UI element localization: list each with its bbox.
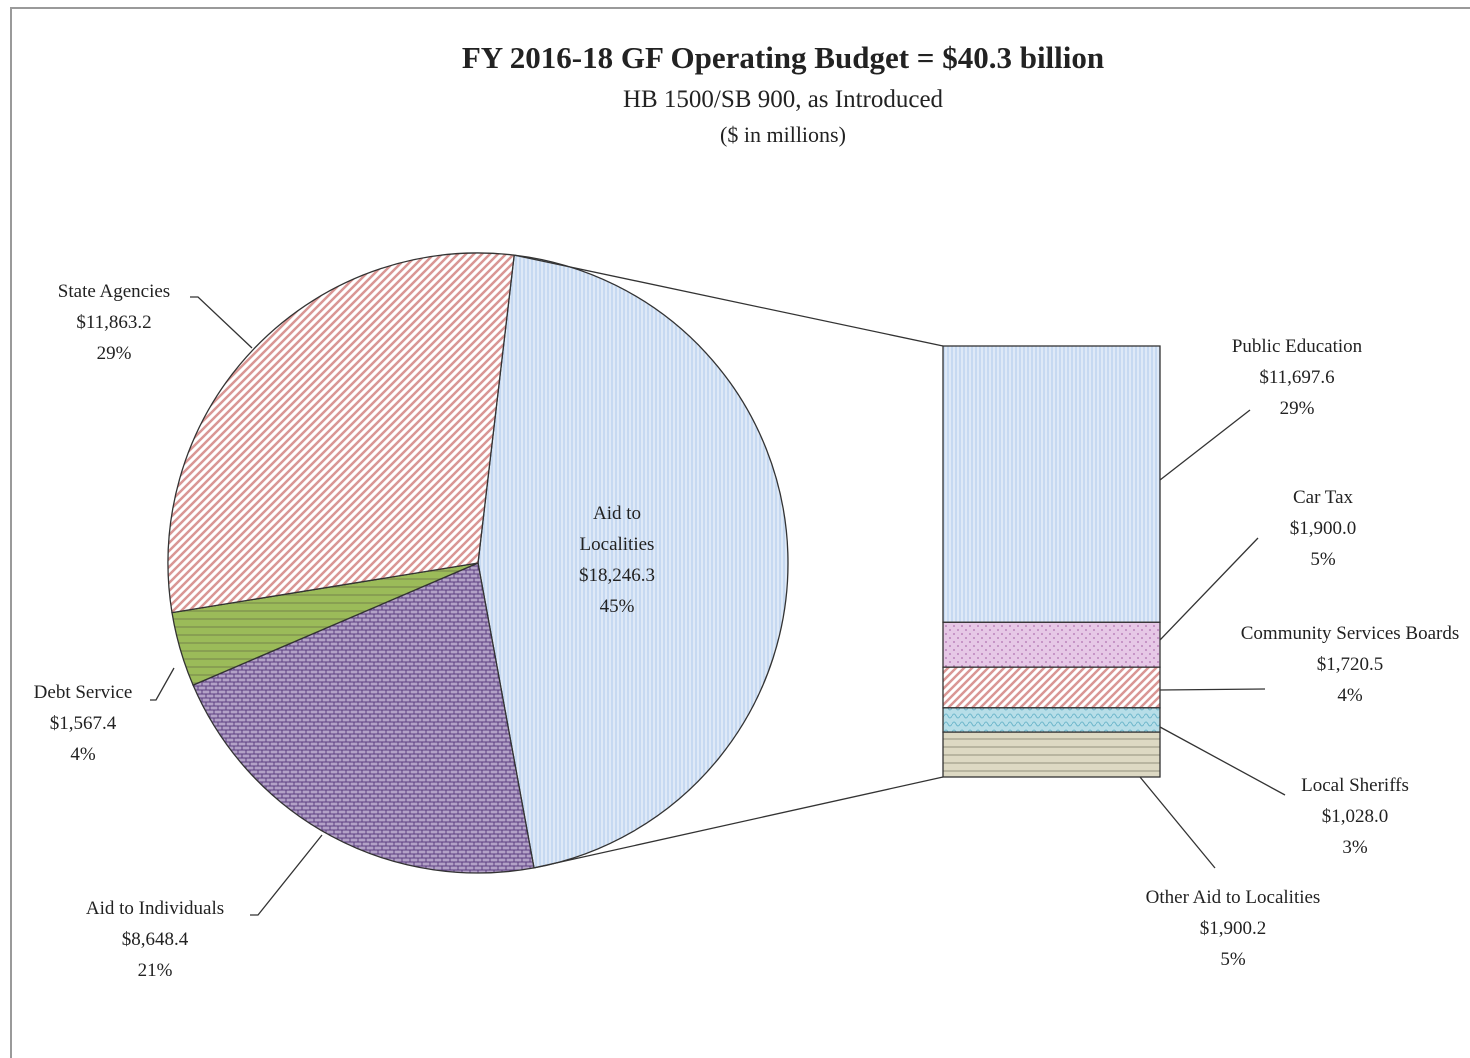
category-label: Car Tax bbox=[1292, 487, 1354, 508]
category-label: Aid to Localities bbox=[579, 503, 655, 555]
percent-label: 29% bbox=[96, 343, 132, 364]
value-label: $1,028.0 bbox=[1321, 806, 1389, 827]
percent-label: 45% bbox=[599, 596, 635, 617]
percent-label: 21% bbox=[137, 960, 173, 981]
category-label: Debt Service bbox=[33, 682, 133, 703]
chart-subtitle: HB 1500/SB 900, as Introduced bbox=[622, 86, 944, 113]
percent-label: 4% bbox=[1337, 685, 1363, 706]
value-label: $8,648.4 bbox=[121, 929, 189, 950]
value-label: $18,246.3 bbox=[579, 565, 655, 586]
connector bbox=[514, 254, 944, 347]
data-label: Car Tax $1,900.0 5% bbox=[1223, 482, 1423, 575]
value-label: $1,720.5 bbox=[1316, 654, 1384, 675]
category-label: Local Sheriffs bbox=[1301, 775, 1409, 796]
data-label: Community Services Boards $1,720.5 4% bbox=[1235, 618, 1465, 711]
leader-line bbox=[250, 834, 323, 916]
leader-line bbox=[190, 296, 253, 349]
leader-line bbox=[1159, 537, 1259, 641]
data-label: State Agencies $11,863.2 29% bbox=[24, 276, 204, 369]
percent-label: 5% bbox=[1310, 549, 1336, 570]
data-label: Public Education $11,697.6 29% bbox=[1187, 331, 1407, 424]
value-label: $1,567.4 bbox=[49, 713, 117, 734]
chart-title: FY 2016-18 GF Operating Budget = $40.3 b… bbox=[461, 40, 1105, 75]
frame bbox=[10, 7, 1470, 1058]
data-label: Local Sheriffs $1,028.0 3% bbox=[1255, 770, 1455, 863]
unit-note: ($ in millions) bbox=[720, 122, 846, 147]
pie-slice bbox=[192, 562, 535, 874]
category-label: Community Services Boards bbox=[1240, 623, 1460, 644]
bar-segment bbox=[942, 345, 1161, 623]
data-label: Aid to Localities $18,246.3 45% bbox=[557, 498, 677, 622]
value-label: $11,863.2 bbox=[76, 312, 152, 333]
connector bbox=[533, 776, 944, 869]
percent-label: 5% bbox=[1220, 949, 1246, 970]
percent-label: 3% bbox=[1342, 837, 1368, 858]
percent-label: 4% bbox=[70, 744, 96, 765]
category-label: Aid to Individuals bbox=[85, 898, 225, 919]
bar-segment bbox=[942, 731, 1161, 778]
category-label: State Agencies bbox=[57, 281, 171, 302]
bar-segment bbox=[942, 666, 1161, 709]
pie-slice bbox=[477, 254, 789, 869]
data-label: Aid to Individuals $8,648.4 21% bbox=[45, 893, 265, 986]
leader-line bbox=[1159, 409, 1251, 481]
bar-segment bbox=[942, 707, 1161, 733]
data-label: Debt Service $1,567.4 4% bbox=[8, 677, 158, 770]
bar-segment bbox=[942, 621, 1161, 668]
percent-label: 29% bbox=[1279, 398, 1315, 419]
pie-slice bbox=[167, 252, 515, 614]
leader-line bbox=[1139, 776, 1216, 869]
leader-line bbox=[150, 667, 175, 701]
value-label: $1,900.2 bbox=[1199, 918, 1267, 939]
category-label: Public Education bbox=[1231, 336, 1363, 357]
data-label: Other Aid to Localities $1,900.2 5% bbox=[1098, 882, 1368, 975]
leader-line bbox=[1159, 688, 1266, 691]
value-label: $1,900.0 bbox=[1289, 518, 1357, 539]
category-label: Other Aid to Localities bbox=[1145, 887, 1321, 908]
leader-line bbox=[1159, 726, 1286, 796]
value-label: $11,697.6 bbox=[1259, 367, 1335, 388]
